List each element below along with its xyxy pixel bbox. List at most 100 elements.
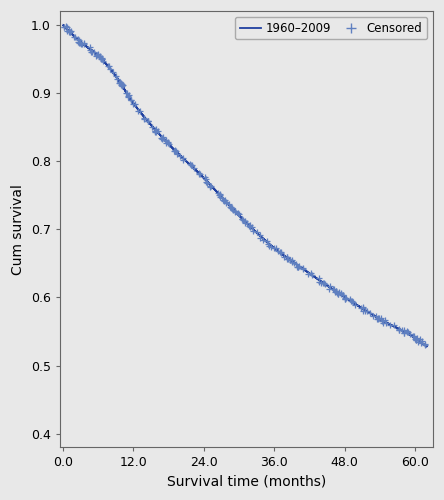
Point	[400, 326, 407, 334]
Point	[277, 249, 284, 257]
Point	[361, 307, 368, 315]
Point	[229, 204, 236, 212]
Point	[206, 182, 214, 190]
Point	[296, 262, 303, 270]
Point	[332, 288, 339, 296]
Point	[265, 240, 272, 248]
Point	[334, 290, 341, 298]
Point	[396, 325, 403, 333]
Point	[412, 335, 420, 343]
Point	[116, 79, 123, 87]
Point	[216, 191, 223, 199]
Point	[367, 309, 374, 317]
Point	[325, 284, 332, 292]
Point	[176, 152, 183, 160]
Point	[339, 291, 346, 299]
Point	[236, 210, 243, 218]
Point	[277, 248, 284, 256]
Point	[380, 317, 387, 325]
Point	[63, 23, 70, 31]
Point	[151, 127, 159, 135]
Point	[221, 196, 228, 203]
Point	[61, 23, 68, 31]
Point	[308, 269, 315, 277]
Point	[270, 244, 277, 252]
Legend: 1960–2009, Censored: 1960–2009, Censored	[235, 17, 427, 40]
Point	[403, 328, 410, 336]
Point	[89, 48, 96, 56]
Point	[154, 128, 161, 136]
Point	[346, 295, 353, 303]
Point	[204, 178, 211, 186]
Point	[349, 297, 356, 305]
Point	[341, 294, 348, 302]
Point	[208, 182, 215, 190]
Point	[416, 336, 424, 344]
Point	[231, 206, 238, 214]
Point	[335, 290, 342, 298]
Point	[105, 62, 112, 70]
Point	[94, 51, 101, 59]
Point	[263, 237, 270, 245]
Point	[374, 314, 381, 322]
Point	[364, 306, 371, 314]
Point	[118, 79, 125, 87]
Point	[63, 22, 70, 30]
Point	[172, 146, 179, 154]
Point	[398, 326, 405, 334]
Point	[410, 332, 417, 340]
Point	[78, 40, 85, 48]
Point	[105, 62, 112, 70]
Point	[124, 89, 131, 97]
Point	[145, 117, 152, 125]
Point	[191, 164, 198, 172]
Point	[110, 68, 117, 76]
Point	[66, 28, 73, 36]
Point	[238, 216, 246, 224]
Point	[267, 243, 274, 251]
Point	[174, 150, 181, 158]
Point	[326, 282, 333, 290]
Point	[107, 65, 114, 73]
Point	[283, 256, 290, 264]
Point	[412, 336, 420, 344]
Point	[76, 39, 83, 47]
Point	[360, 303, 367, 311]
Point	[99, 54, 106, 62]
Point	[223, 198, 230, 206]
Point	[229, 204, 236, 212]
Point	[321, 280, 328, 287]
Point	[144, 118, 151, 126]
Point	[99, 54, 106, 62]
Point	[342, 295, 349, 303]
Point	[231, 208, 238, 216]
Point	[87, 46, 94, 54]
Point	[404, 328, 411, 336]
Point	[321, 280, 329, 287]
Point	[95, 50, 102, 58]
Point	[140, 114, 147, 122]
Point	[116, 79, 123, 87]
Point	[75, 36, 82, 44]
Point	[202, 178, 210, 186]
Point	[341, 295, 349, 303]
Point	[165, 138, 172, 146]
Point	[257, 234, 264, 242]
Point	[151, 127, 159, 135]
Point	[66, 26, 73, 34]
Point	[127, 96, 135, 104]
Point	[93, 51, 100, 59]
Point	[352, 301, 359, 309]
Point	[411, 332, 418, 340]
X-axis label: Survival time (months): Survival time (months)	[166, 475, 326, 489]
Point	[188, 160, 195, 168]
Point	[159, 134, 166, 142]
Point	[374, 314, 381, 322]
Point	[421, 341, 428, 349]
Point	[164, 140, 171, 147]
Point	[166, 140, 173, 147]
Point	[112, 72, 119, 80]
Point	[289, 256, 296, 264]
Point	[216, 194, 223, 202]
Point	[219, 196, 226, 204]
